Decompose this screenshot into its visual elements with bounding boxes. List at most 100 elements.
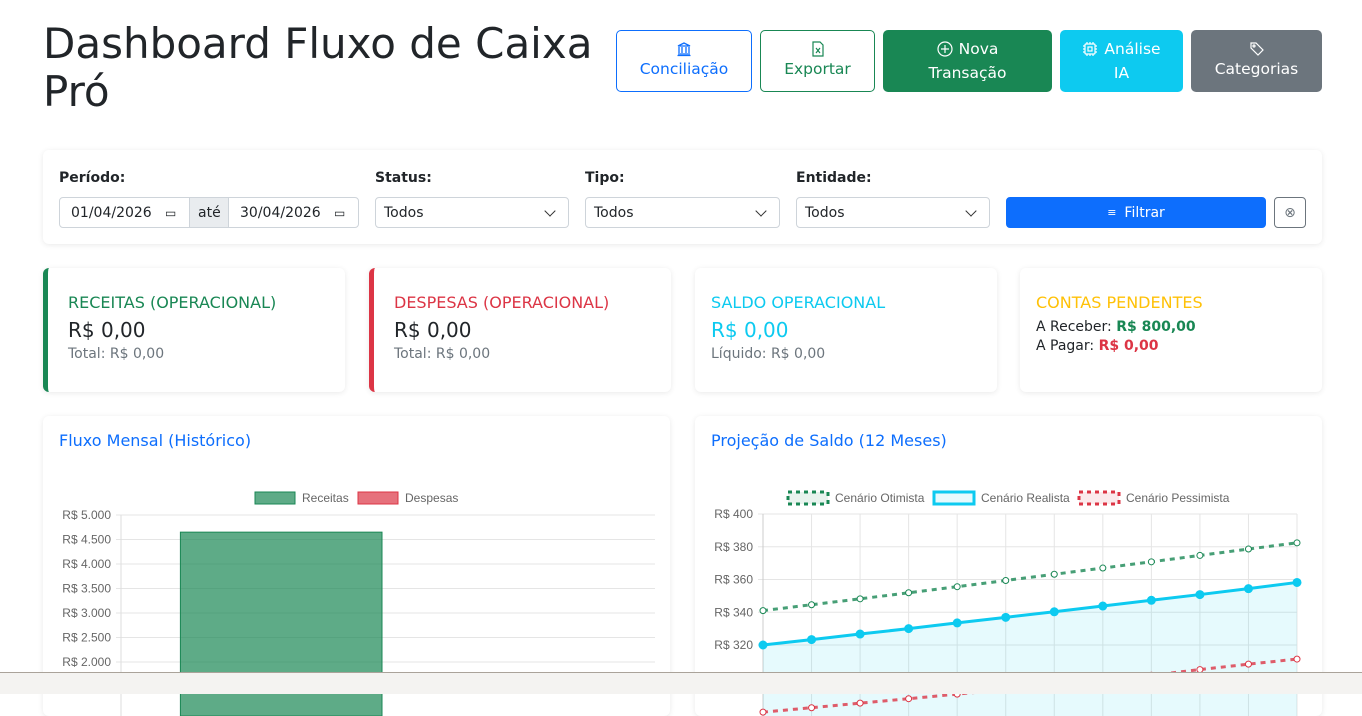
button-label: IA (1113, 64, 1130, 82)
pay-label: A Pagar: (1036, 338, 1095, 354)
stat-title: SALDO OPERACIONAL (711, 293, 886, 312)
categorias-button[interactable]: Categorias (1191, 30, 1322, 92)
type-select[interactable]: Todos (585, 197, 780, 228)
data-point (1196, 551, 1204, 559)
data-point (1147, 558, 1155, 566)
data-point (1099, 564, 1107, 572)
chevron-down-icon (544, 205, 556, 217)
data-point (856, 699, 864, 707)
y-tick-label: R$ 320 (714, 638, 753, 652)
data-point (904, 624, 914, 634)
y-tick-label: R$ 3.000 (62, 606, 111, 620)
bottom-overlay (0, 672, 1362, 694)
balance-projection-chart: R$ 320 R$ 340 R$ 360 R$ 380 R$ 400 Cenário Ot… (714, 490, 1302, 716)
type-label: Tipo: (585, 170, 625, 186)
y-tick-label: R$ 4.500 (62, 533, 111, 547)
balance-projection-card: Projeção de Saldo (12 Meses) R$ 320 R$ 34… (695, 416, 1322, 716)
stat-title: DESPESAS (OPERACIONAL) (394, 293, 610, 312)
y-tick-label: R$ 400 (714, 507, 753, 521)
area-fill (763, 582, 1297, 716)
stat-title: CONTAS PENDENTES (1036, 293, 1203, 312)
legend-swatch (932, 490, 976, 506)
y-tick-label: R$ 340 (714, 605, 753, 619)
page-title: Dashboard Fluxo de Caixa Pró (43, 19, 593, 116)
until-text: até (198, 204, 221, 221)
period-label: Período: (59, 170, 126, 186)
receive-value: R$ 800,00 (1116, 319, 1196, 335)
date-value: 30/04/2026 (240, 204, 321, 221)
date-from-input[interactable]: 01/04/2026 ▭ (59, 197, 190, 228)
data-point (855, 629, 865, 639)
contas-pendentes-card: CONTAS PENDENTES A Receber: R$ 800,00 A … (1020, 268, 1322, 392)
series-line (762, 580, 1298, 647)
saldo-card: SALDO OPERACIONAL R$ 0,00 Líquido: R$ 0,… (695, 268, 997, 392)
despesas-card: DESPESAS (OPERACIONAL) R$ 0,00 Total: R$… (369, 268, 671, 392)
calendar-icon[interactable]: ▭ (334, 205, 346, 220)
y-tick-label: R$ 3.500 (62, 582, 111, 596)
button-label: Nova (958, 40, 999, 58)
stat-title: RECEITAS (OPERACIONAL) (68, 293, 277, 312)
y-tick-label: R$ 4.000 (62, 557, 111, 571)
data-point (1292, 577, 1302, 587)
y-tick-label: R$ 2.500 (62, 631, 111, 645)
data-point (1098, 601, 1108, 611)
clear-filter-button[interactable]: ⊗ (1274, 197, 1306, 228)
legend-swatch (1077, 490, 1121, 506)
chart-title: Fluxo Mensal (Histórico) (59, 431, 252, 450)
x-circle-icon: ⊗ (1284, 204, 1296, 221)
tags-icon (1249, 42, 1264, 56)
legend-swatch (786, 490, 830, 506)
data-point (953, 583, 961, 591)
data-point (1293, 655, 1301, 663)
exportar-button[interactable]: Exportar (760, 30, 875, 92)
calendar-icon[interactable]: ▭ (165, 205, 177, 220)
button-label: Conciliação (639, 60, 729, 78)
monthly-flow-chart: R$ 2.000 R$ 2.500 R$ 3.000 R$ 3.500 R$ 4.000… (62, 491, 655, 716)
stat-subtext: Total: R$ 0,00 (394, 346, 491, 362)
button-label: Exportar (784, 60, 851, 78)
data-point (807, 635, 817, 645)
data-point (1243, 584, 1253, 594)
until-addon: até (189, 197, 229, 228)
nova-transacao-button[interactable]: Nova Transação (883, 30, 1052, 92)
data-point (952, 618, 962, 628)
stat-value: R$ 0,00 (68, 318, 146, 342)
filter-button[interactable]: ≡ Filtrar (1006, 197, 1266, 228)
stat-subtext: Líquido: R$ 0,00 (711, 346, 826, 362)
data-point (759, 607, 767, 615)
data-point (1293, 539, 1301, 547)
select-value: Todos (594, 204, 634, 221)
bank-icon (677, 42, 691, 57)
data-point (905, 589, 913, 597)
analise-ia-button[interactable]: Análise IA (1060, 30, 1183, 92)
y-tick-label: R$ 360 (714, 573, 753, 587)
entity-label: Entidade: (796, 170, 872, 186)
data-point (1002, 576, 1010, 584)
plus-circle-icon (937, 41, 953, 57)
status-select[interactable]: Todos (375, 197, 569, 228)
chevron-down-icon (755, 205, 767, 217)
legend-label: Cenário Otimista (835, 491, 925, 505)
select-value: Todos (805, 204, 845, 221)
file-excel-icon (811, 41, 824, 57)
data-point (759, 708, 767, 716)
data-point (1244, 545, 1252, 553)
cpu-icon (1083, 42, 1098, 56)
button-label: Análise (1104, 40, 1161, 58)
button-label: Filtrar (1124, 204, 1165, 221)
entity-select[interactable]: Todos (796, 197, 990, 228)
data-point (1195, 590, 1205, 600)
pay-value: R$ 0,00 (1098, 338, 1159, 354)
legend-label: Cenário Pessimista (1126, 491, 1230, 505)
button-label: Categorias (1214, 60, 1299, 78)
legend-label: Receitas (302, 491, 349, 505)
date-to-input[interactable]: 30/04/2026 ▭ (228, 197, 359, 228)
date-value: 01/04/2026 (71, 204, 152, 221)
receive-label: A Receber: (1036, 319, 1112, 335)
data-point (1050, 570, 1058, 578)
select-value: Todos (384, 204, 424, 221)
stat-subtext: Total: R$ 0,00 (68, 346, 165, 362)
conciliacao-button[interactable]: Conciliação (616, 30, 752, 92)
stat-value: R$ 0,00 (711, 318, 789, 342)
legend-label: Cenário Realista (981, 491, 1070, 505)
